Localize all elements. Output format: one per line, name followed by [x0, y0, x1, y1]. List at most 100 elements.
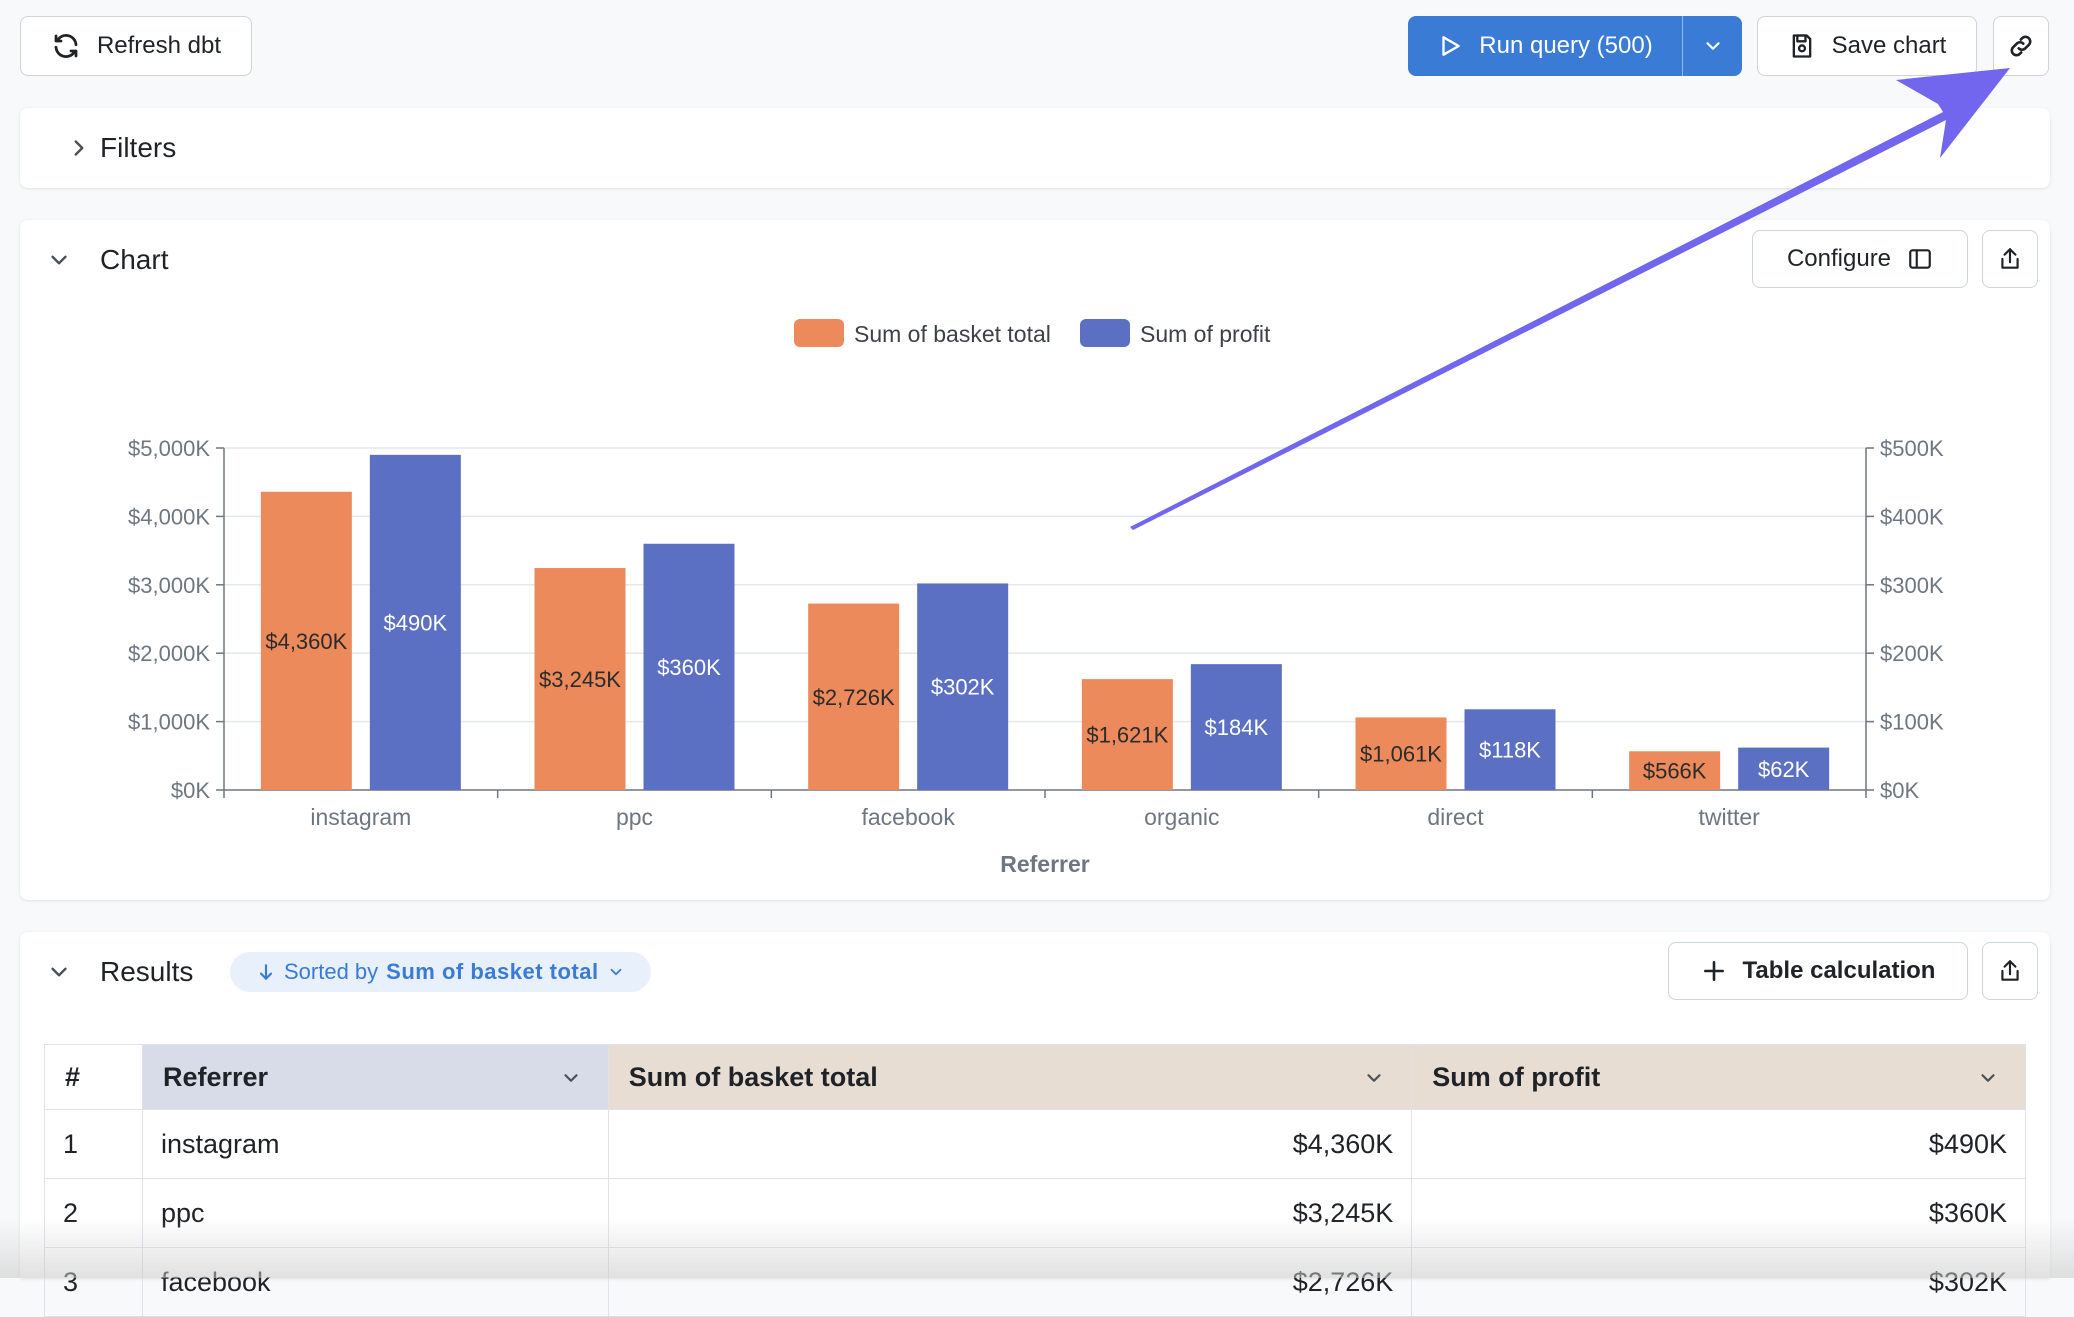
- results-export-button[interactable]: [1982, 942, 2038, 1000]
- chevron-down-icon[interactable]: [560, 1067, 582, 1089]
- chart-panel: Chart Configure Sum of basket total Sum …: [20, 220, 2050, 900]
- bar-value-label: $118K: [1479, 738, 1541, 763]
- legend-label-profit: Sum of profit: [1140, 321, 1271, 347]
- column-header-basket-total[interactable]: Sum of basket total: [607, 1044, 1413, 1110]
- table-header-row: # Referrer Sum of basket total Sum of pr…: [44, 1044, 2026, 1110]
- x-tick-label: ppc: [616, 804, 653, 830]
- cell-basket-total[interactable]: $4,360K: [607, 1109, 1413, 1179]
- legend-swatch-profit: [1080, 319, 1130, 347]
- bar-profit: [917, 583, 1009, 790]
- export-icon: [2001, 960, 2019, 981]
- bar-chart: Sum of basket total Sum of profit $0K $0K…: [128, 319, 1944, 877]
- bar-basket-total: [808, 603, 900, 790]
- chevron-down-icon: [1705, 42, 1720, 50]
- chart-legend: Sum of basket total Sum of profit: [794, 319, 1271, 347]
- column-header-basket-total-label: Sum of basket total: [628, 1061, 878, 1092]
- cell-basket-total[interactable]: $3,245K: [607, 1178, 1413, 1248]
- sort-field: Sum of basket total: [386, 959, 599, 984]
- chevron-down-icon[interactable]: [46, 959, 72, 985]
- table-row[interactable]: 1 instagram $4,360K $490K: [44, 1109, 2026, 1179]
- x-tick-label: direct: [1427, 804, 1484, 830]
- y-right-tick-label: $300K: [1880, 573, 1944, 598]
- save-chart-button[interactable]: Save chart: [1757, 16, 1977, 76]
- sort-prefix: Sorted by: [284, 959, 379, 984]
- cell-basket-total[interactable]: $2,726K: [607, 1247, 1413, 1317]
- bar-value-label: $2,726K: [813, 685, 895, 710]
- bar-basket-total: [1355, 717, 1447, 790]
- row-index: 1: [44, 1109, 143, 1179]
- bar-value-label: $490K: [384, 610, 448, 635]
- results-title[interactable]: Results: [100, 956, 194, 987]
- sort-indicator-pill[interactable]: Sorted by Sum of basket total: [230, 952, 651, 992]
- chevron-right-icon[interactable]: [66, 135, 92, 161]
- column-header-referrer-label: Referrer: [162, 1061, 269, 1092]
- table-calculation-button[interactable]: Table calculation: [1668, 942, 1968, 1000]
- plus-icon: [1703, 961, 1724, 981]
- y-left-tick-label: $3,000K: [128, 573, 210, 598]
- bar-value-label: $302K: [931, 675, 995, 700]
- y-left-tick-label: $0K: [171, 778, 210, 803]
- run-query-options-button[interactable]: [1682, 16, 1742, 76]
- bar-value-label: $1,621K: [1086, 723, 1168, 748]
- chevron-down-icon[interactable]: [46, 247, 72, 273]
- bar-value-label: $62K: [1758, 757, 1810, 782]
- chart-title[interactable]: Chart: [100, 244, 169, 275]
- column-header-profit-label: Sum of profit: [1432, 1061, 1601, 1092]
- arrow-down-icon: [259, 964, 273, 980]
- bar-value-label: $3,245K: [539, 667, 621, 692]
- table-row[interactable]: 2 ppc $3,245K $360K: [44, 1178, 2026, 1248]
- legend-label-basket: Sum of basket total: [854, 321, 1051, 347]
- cell-referrer[interactable]: instagram: [141, 1109, 609, 1179]
- cell-referrer[interactable]: ppc: [141, 1178, 609, 1248]
- chevron-down-icon[interactable]: [1363, 1067, 1385, 1089]
- filters-title[interactable]: Filters: [100, 132, 177, 163]
- results-table: # Referrer Sum of basket total Sum of pr…: [44, 1044, 2026, 1317]
- run-query-label: Run query (500): [1479, 32, 1653, 59]
- refresh-dbt-button[interactable]: Refresh dbt: [20, 16, 252, 76]
- bar-basket-total: [1629, 751, 1721, 790]
- table-row[interactable]: 3 facebook $2,726K $302K: [44, 1247, 2026, 1317]
- legend-swatch-basket: [794, 319, 844, 347]
- y-right-tick-label: $400K: [1880, 504, 1944, 529]
- y-left-tick-label: $4,000K: [128, 504, 210, 529]
- bar-value-label: $360K: [657, 655, 721, 680]
- run-query-button[interactable]: Run query (500): [1408, 16, 1682, 76]
- filters-panel: Filters: [20, 108, 2050, 188]
- y-left-tick-label: $5,000K: [128, 436, 210, 461]
- x-tick-label: facebook: [861, 804, 955, 830]
- column-header-referrer[interactable]: Referrer: [141, 1044, 609, 1110]
- y-left-tick-label: $2,000K: [128, 641, 210, 666]
- bar-value-label: $1,061K: [1360, 742, 1442, 767]
- bar-basket-total: [534, 568, 626, 790]
- x-axis-title: Referrer: [1000, 851, 1090, 877]
- bar-profit: [369, 454, 461, 790]
- bar-profit: [1464, 709, 1556, 790]
- play-icon: [1442, 36, 1461, 56]
- link-icon: [2010, 35, 2032, 57]
- chevron-down-icon: [610, 968, 621, 976]
- cell-profit[interactable]: $302K: [1411, 1247, 2026, 1317]
- table-calculation-label: Table calculation: [1742, 957, 1936, 984]
- x-tick-label: instagram: [310, 804, 411, 830]
- cell-profit[interactable]: $360K: [1411, 1178, 2026, 1248]
- bar-basket-total: [260, 491, 352, 790]
- row-index: 2: [44, 1178, 143, 1248]
- bar-profit: [1738, 747, 1830, 790]
- bar-value-label: $4,360K: [265, 629, 347, 654]
- column-header-profit[interactable]: Sum of profit: [1411, 1044, 2026, 1110]
- results-panel: Results Sorted by Sum of basket total Ta…: [20, 932, 2050, 1317]
- bar-basket-total: [1081, 679, 1173, 790]
- save-icon: [1792, 34, 1811, 58]
- y-right-tick-label: $100K: [1880, 710, 1944, 735]
- chevron-down-icon[interactable]: [1977, 1067, 1999, 1089]
- refresh-dbt-label: Refresh dbt: [96, 32, 222, 59]
- column-header-index: #: [44, 1044, 143, 1110]
- share-link-button[interactable]: [1993, 16, 2049, 76]
- x-tick-label: organic: [1144, 804, 1219, 830]
- cell-referrer[interactable]: facebook: [141, 1247, 609, 1317]
- cell-profit[interactable]: $490K: [1411, 1109, 2026, 1179]
- y-right-tick-label: $500K: [1880, 436, 1944, 461]
- y-left-tick-label: $1,000K: [128, 710, 210, 735]
- bar-value-label: $566K: [1643, 759, 1707, 784]
- y-right-tick-label: $200K: [1880, 641, 1944, 666]
